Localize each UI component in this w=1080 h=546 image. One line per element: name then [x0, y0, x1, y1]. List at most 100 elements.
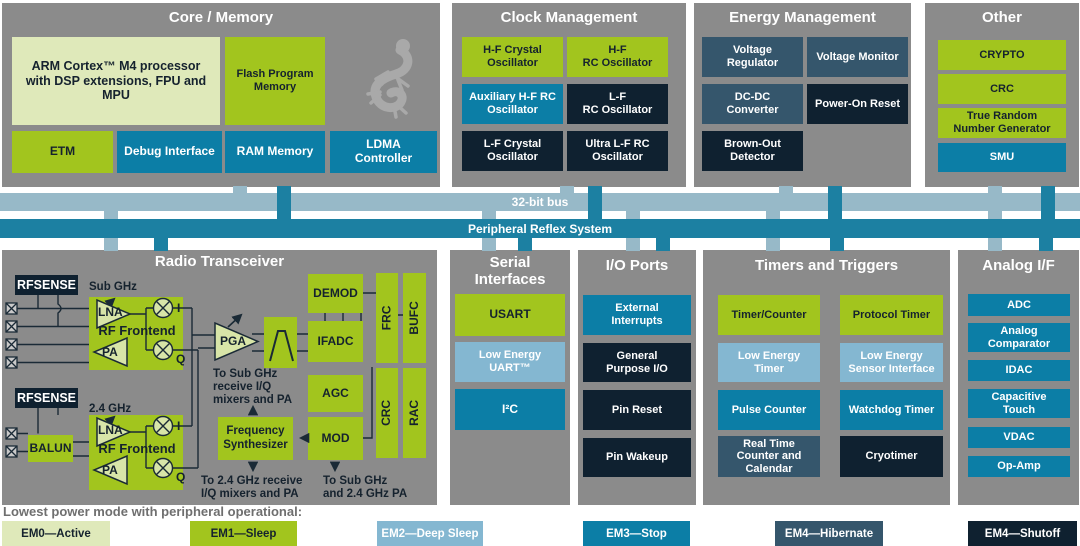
- radio-transceiver-title: Radio Transceiver: [154, 253, 285, 270]
- note-24ghz-receive: To 2.4 GHz receive I/Q mixers and PA: [201, 475, 303, 501]
- box-lf-rc-oscillator: L-F RC Oscillator: [567, 84, 668, 124]
- box-ldma-controller: LDMA Controller: [330, 131, 437, 173]
- prs-label: Peripheral Reflex System: [467, 221, 613, 236]
- note-subghz-receive: To Sub GHz receive I/Q mixers and PA: [213, 368, 293, 407]
- bus-connector: [233, 186, 247, 194]
- box-low-energy-sensor-interface: Low Energy Sensor Interface: [840, 343, 943, 382]
- legend-em2-deep-sleep: EM2—Deep Sleep: [377, 521, 483, 546]
- box-if-filter: [264, 317, 297, 368]
- box-true-random-number-generator: True Random Number Generator: [938, 108, 1066, 138]
- bus-connector: [277, 186, 291, 220]
- core-memory-title: Core / Memory: [168, 9, 274, 26]
- box-cryotimer: Cryotimer: [840, 436, 943, 477]
- antenna-icon: [5, 427, 18, 440]
- io-ports-block: I/O Ports External Interrupts General Pu…: [578, 250, 696, 505]
- box-power-on-reset: Power-On Reset: [807, 84, 908, 124]
- box-brown-out-detector: Brown-Out Detector: [702, 131, 803, 171]
- clock-management-title: Clock Management: [500, 9, 638, 26]
- box-mod: MOD: [308, 417, 363, 460]
- bus-connector: [988, 186, 1002, 194]
- bus-connector: [588, 186, 602, 220]
- bus-connector: [828, 186, 842, 220]
- box-voltage-monitor: Voltage Monitor: [807, 37, 908, 77]
- analog-if-title: Analog I/F: [982, 257, 1055, 274]
- subghz-label: Sub GHz: [89, 281, 137, 293]
- lna2-label: LNA: [98, 423, 123, 437]
- box-balun: BALUN: [28, 435, 73, 462]
- legend-em3-stop: EM3—Stop: [583, 521, 690, 546]
- box-rfsense-24ghz: RFSENSE: [15, 388, 78, 408]
- box-usart: USART: [455, 294, 565, 336]
- timers-triggers-block: Timers and Triggers Timer/Counter Protoc…: [703, 250, 950, 505]
- box-capacitive-touch: Capacitive Touch: [968, 389, 1070, 418]
- legend-em1-sleep: EM1—Sleep: [190, 521, 297, 546]
- other-title: Other: [981, 9, 1022, 26]
- box-real-time-counter-calendar: Real Time Counter and Calendar: [718, 436, 820, 477]
- antenna-icon: [5, 320, 18, 333]
- io-ports-title: I/O Ports: [605, 257, 669, 274]
- box-bufc: BUFC: [403, 273, 426, 363]
- box-hf-rc-oscillator: H-F RC Oscillator: [567, 37, 668, 77]
- rac-label: RAC: [406, 399, 421, 426]
- legend-em4-shutoff: EM4—Shutoff: [968, 521, 1077, 546]
- crc-radio-label: CRC: [379, 399, 394, 426]
- box-ultra-lf-rc-oscillator: Ultra L-F RC Oscillator: [567, 131, 668, 171]
- bufc-label: BUFC: [406, 301, 421, 335]
- box-hf-crystal-oscillator: H-F Crystal Oscillator: [462, 37, 563, 77]
- note-subghz-24ghz-pa: To Sub GHz and 2.4 GHz PA: [323, 475, 408, 501]
- timers-triggers-title: Timers and Triggers: [754, 257, 899, 274]
- box-ifadc: IFADC: [308, 321, 363, 362]
- box-rac: RAC: [403, 368, 426, 458]
- box-auxiliary-hf-rc-oscillator: Auxiliary H-F RC Oscillator: [462, 84, 563, 124]
- frc-label: FRC: [379, 305, 394, 331]
- pa2-label: PA: [102, 463, 118, 477]
- bus-peripheral-reflex-system: Peripheral Reflex System: [0, 219, 1080, 238]
- bus-connector: [1041, 186, 1055, 220]
- box-debug-interface: Debug Interface: [117, 131, 222, 173]
- box-frc: FRC: [376, 273, 398, 363]
- box-adc: ADC: [968, 294, 1070, 316]
- bus-connector: [779, 186, 793, 194]
- bus-connector: [830, 237, 844, 251]
- clock-management-block: Clock Management H-F Crystal Oscillator …: [452, 3, 686, 187]
- rf-frontend-label: RF Frontend: [98, 323, 176, 338]
- box-etm: ETM: [12, 131, 113, 173]
- box-protocol-timer: Protocol Timer: [840, 295, 943, 335]
- box-crypto: CRYPTO: [938, 40, 1066, 70]
- bus-connector: [154, 237, 168, 251]
- box-flash-program-memory: Flash Program Memory: [225, 37, 325, 125]
- energy-management-block: Energy Management Voltage Regulator Volt…: [694, 3, 911, 187]
- antenna-icon: [5, 338, 18, 351]
- box-watchdog-timer: Watchdog Timer: [840, 390, 943, 430]
- serial-interfaces-title: Serial Interfaces: [474, 254, 546, 288]
- pa-label: PA: [102, 345, 118, 359]
- box-arm-cortex-m4: ARM Cortex™ M4 processor with DSP extens…: [12, 37, 220, 125]
- bus-32bit-label: 32-bit bus: [511, 195, 569, 209]
- bus-connector: [560, 186, 574, 194]
- legend-caption: Lowest power mode with peripheral operat…: [3, 504, 303, 519]
- gecko-head: [396, 39, 410, 53]
- box-frequency-synthesizer: Frequency Synthesizer: [218, 417, 293, 460]
- box-idac: IDAC: [968, 360, 1070, 381]
- box-analog-comparator: Analog Comparator: [968, 323, 1070, 352]
- other-block: Other CRYPTO CRC True Random Number Gene…: [925, 3, 1079, 187]
- box-i2c: I²C: [455, 389, 565, 430]
- antenna-icon: [5, 445, 18, 458]
- bus-connector: [518, 237, 532, 251]
- box-lf-crystal-oscillator: L-F Crystal Oscillator: [462, 131, 563, 171]
- bus-32bit: 32-bit bus: [0, 193, 1080, 211]
- box-ram-memory: RAM Memory: [225, 131, 325, 173]
- box-timer-counter: Timer/Counter: [718, 295, 820, 335]
- analog-if-block: Analog I/F ADC Analog Comparator IDAC Ca…: [958, 250, 1079, 505]
- core-memory-block: Core / Memory ARM Cortex™ M4 processor w…: [2, 3, 440, 187]
- pga-gain-arrow: [227, 313, 243, 328]
- 24ghz-label: 2.4 GHz: [89, 403, 132, 415]
- box-crc-radio: CRC: [376, 368, 398, 458]
- radio-transceiver-block: Radio Transceiver BALUN DEMOD IFADC AGC …: [2, 250, 437, 505]
- box-rfsense-subghz: RFSENSE: [15, 275, 78, 295]
- box-external-interrupts: External Interrupts: [583, 295, 691, 335]
- gecko-logo-icon: [366, 39, 413, 119]
- box-agc: AGC: [308, 375, 363, 412]
- lna-label: LNA: [98, 305, 123, 319]
